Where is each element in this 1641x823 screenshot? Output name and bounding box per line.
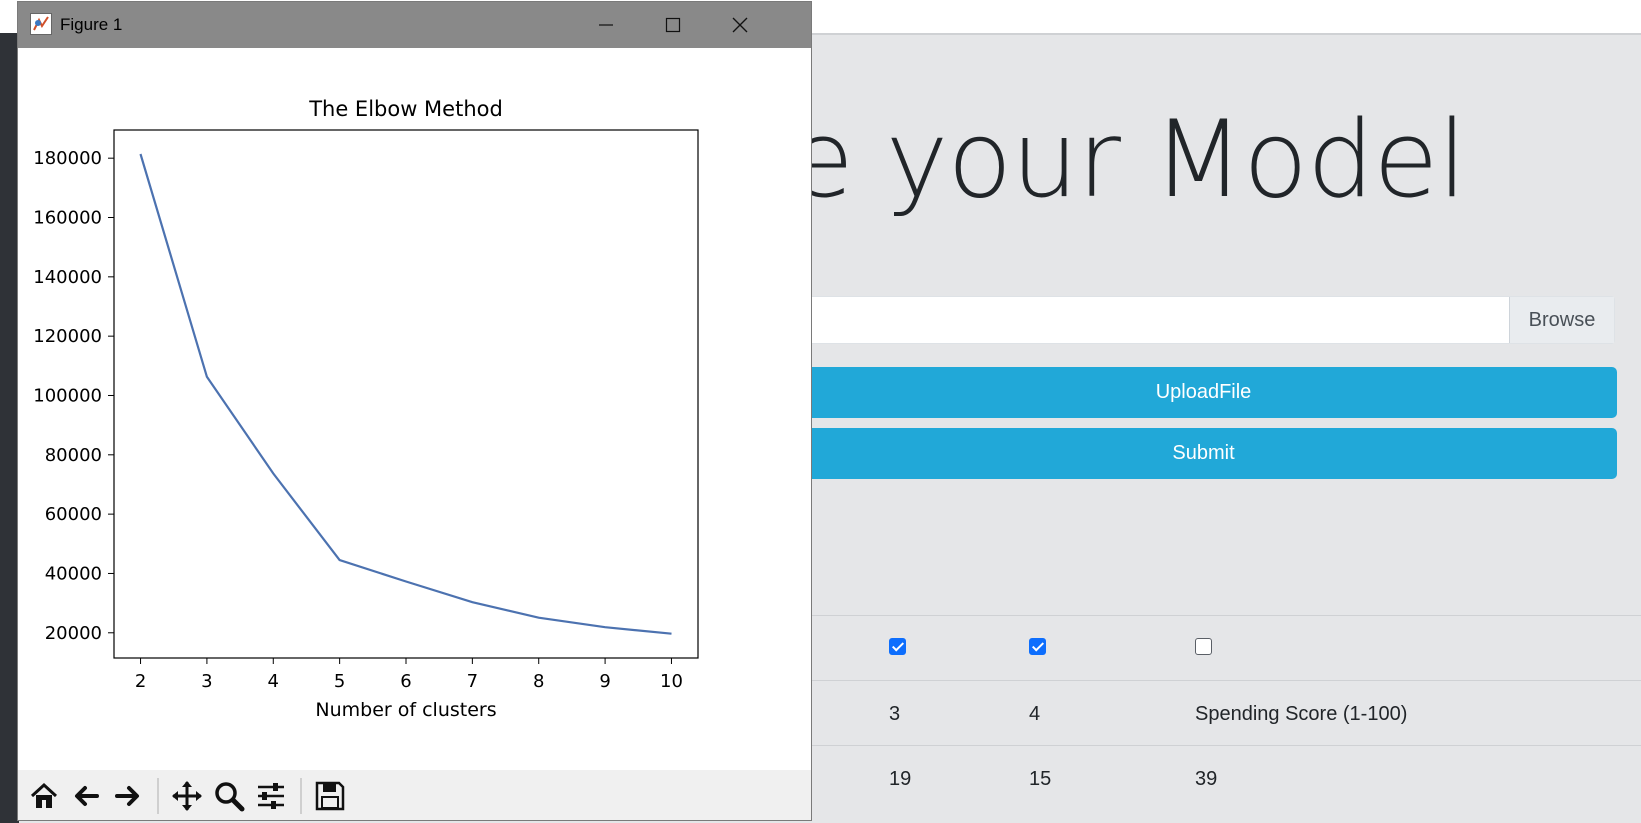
x-tick-label: 8 bbox=[533, 671, 544, 692]
table-header-cell: Spending Score (1-100) bbox=[1195, 703, 1408, 725]
table-cell: 15 bbox=[1029, 768, 1052, 790]
table-row-border bbox=[790, 680, 1641, 681]
y-tick-label: 60000 bbox=[45, 504, 102, 525]
save-icon[interactable] bbox=[310, 776, 350, 816]
submit-button[interactable]: Submit bbox=[790, 428, 1617, 479]
y-tick-label: 180000 bbox=[33, 148, 102, 169]
back-arrow-icon[interactable] bbox=[66, 776, 106, 816]
y-tick-label: 120000 bbox=[33, 326, 102, 347]
table-header-cell: 4 bbox=[1029, 703, 1041, 725]
file-input[interactable]: Browse bbox=[790, 296, 1615, 344]
zoom-icon[interactable] bbox=[209, 776, 249, 816]
table-cell: 19 bbox=[889, 768, 912, 790]
toolbar-separator bbox=[157, 778, 159, 814]
upload-file-button[interactable]: UploadFile bbox=[790, 367, 1617, 418]
table-top-border bbox=[790, 615, 1641, 616]
column-checkbox-4[interactable] bbox=[1029, 638, 1046, 655]
x-tick-label: 3 bbox=[201, 671, 212, 692]
chart-title: The Elbow Method bbox=[308, 97, 503, 121]
elbow-chart: The Elbow Method Number of clusters 2 3 4 5 6 7… bbox=[33, 97, 699, 721]
minimize-icon[interactable] bbox=[581, 2, 631, 48]
toolbar-separator bbox=[300, 778, 302, 814]
table-row-border bbox=[790, 745, 1641, 746]
pan-icon[interactable] bbox=[167, 776, 207, 816]
app-icon bbox=[30, 13, 52, 35]
matplotlib-figure-window: Figure 1 The Elbow Method Number of clust… bbox=[18, 2, 811, 820]
y-tick-label: 160000 bbox=[33, 208, 102, 229]
figure-toolbar bbox=[18, 770, 811, 820]
home-icon[interactable] bbox=[24, 776, 64, 816]
table-header-cell: 3 bbox=[889, 703, 901, 725]
maximize-icon[interactable] bbox=[648, 2, 698, 48]
y-tick-label: 100000 bbox=[33, 385, 102, 406]
x-tick-label: 6 bbox=[400, 671, 411, 692]
column-checkbox-3[interactable] bbox=[889, 638, 906, 655]
x-tick-label: 4 bbox=[268, 671, 279, 692]
y-tick-label: 40000 bbox=[45, 563, 102, 584]
x-tick-label: 2 bbox=[135, 671, 146, 692]
window-title-bar[interactable]: Figure 1 bbox=[18, 2, 811, 48]
axes-frame bbox=[113, 129, 699, 659]
x-tick-label: 7 bbox=[467, 671, 478, 692]
x-tick-label: 5 bbox=[334, 671, 345, 692]
x-axis-label: Number of clusters bbox=[315, 699, 496, 721]
y-tick-label: 80000 bbox=[45, 445, 102, 466]
plot-area[interactable]: The Elbow Method Number of clusters 2 3 4 5 6 7… bbox=[18, 48, 811, 770]
table-cell: 39 bbox=[1195, 768, 1218, 790]
y-tick-label: 20000 bbox=[45, 623, 102, 644]
x-tick-label: 9 bbox=[599, 671, 610, 692]
close-icon[interactable] bbox=[715, 2, 765, 48]
browse-button[interactable]: Browse bbox=[1509, 297, 1614, 343]
column-checkbox-spending-score[interactable] bbox=[1195, 638, 1212, 655]
forward-arrow-icon[interactable] bbox=[108, 776, 148, 816]
left-dark-strip bbox=[0, 33, 19, 823]
window-title: Figure 1 bbox=[60, 15, 123, 34]
y-tick-label: 140000 bbox=[33, 267, 102, 288]
configure-subplots-icon[interactable] bbox=[251, 776, 291, 816]
x-tick-label: 10 bbox=[660, 671, 683, 692]
series-line bbox=[139, 153, 672, 635]
